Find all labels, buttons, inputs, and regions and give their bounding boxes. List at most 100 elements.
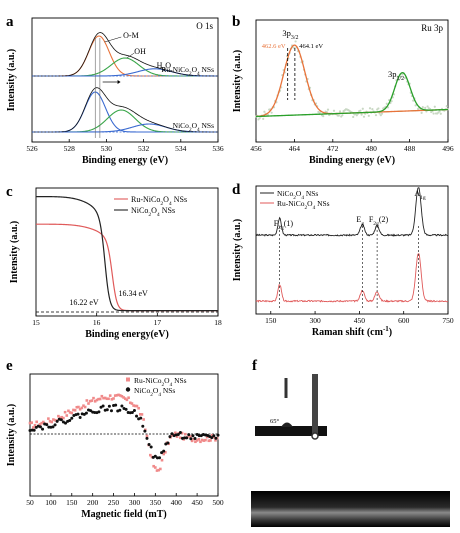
data-point [107,404,111,408]
data-point [47,417,50,420]
legend-swatch [126,377,130,382]
x-tick-label: 16 [93,318,101,327]
data-point [139,416,143,420]
data-point [170,432,174,436]
legend-label: NiCo2O4 NSs [131,206,175,218]
panel-c-xlabel: Binding energy(eV) [85,329,169,340]
data-point [145,434,149,438]
panel-letter-d: d [232,182,241,198]
data-point [97,410,101,414]
data-point [159,467,162,471]
panel-b-ylabel: Intensity (a.u.) [232,50,243,113]
data-point [112,397,115,400]
data-point [109,409,113,413]
data-point [92,396,95,400]
panel-e-xlabel: Magnetic field (mT) [81,509,167,520]
panel-c-ylabel: Intensity (a.u.) [9,221,20,284]
data-point [195,439,199,442]
envelope-line [32,32,218,77]
x-tick-label: 472 [327,144,339,153]
x-tick-label: 456 [250,144,262,153]
panel-d-ylabel: Intensity (a.u.) [232,219,243,282]
data-point [205,435,209,439]
data-point [266,113,270,116]
data-point [160,458,164,462]
data-point [38,423,42,426]
x-tick-label: 15 [32,318,40,327]
data-point [55,419,59,423]
x-tick-label: 250 [108,498,120,507]
data-point [174,431,177,435]
data-point [90,399,94,402]
data-point [162,449,166,453]
data-point [209,439,212,442]
data-point [191,434,195,438]
data-point [337,114,340,117]
x-tick-label: 18 [214,318,222,327]
data-point [189,435,192,438]
data-point [142,418,145,421]
x-tick-label: 488 [404,144,416,153]
data-point [190,439,194,443]
rod [312,374,318,434]
series-label: NiCo2O4 NSs [173,121,214,133]
data-point [73,408,77,412]
data-point [124,407,128,411]
data-point [262,117,265,120]
data-point [30,421,33,424]
data-point [368,107,372,110]
data-point [122,396,125,399]
data-point [88,399,92,403]
data-point [263,110,266,113]
data-point [420,111,423,114]
panel-c-frame [35,187,219,317]
peak-label: A1g [414,189,426,201]
data-point [40,421,43,425]
data-point [202,439,206,442]
data-point [98,397,102,401]
data-point [199,440,202,444]
data-point [128,401,132,405]
x-tick-label: 534 [175,144,187,153]
data-point [53,418,57,422]
data-point [83,405,87,409]
data-point [107,397,110,401]
data-point [216,433,220,437]
x-tick-label: 536 [212,144,224,153]
data-point [155,469,159,472]
data-point [114,403,118,407]
data-point [102,396,105,400]
x-tick-label: 480 [366,144,378,153]
data-point [118,408,122,412]
data-point [135,414,139,418]
data-point [189,437,193,441]
data-point [143,429,147,433]
data-point [100,394,104,398]
data-point [164,450,167,454]
data-point [77,405,80,409]
data-point [137,406,140,410]
legend-label: Ru-NiCo2O4 NSs [131,195,187,207]
value-label: 464.1 eV [299,43,323,50]
data-point [52,418,55,421]
x-tick-label: 750 [442,316,454,325]
data-point [68,418,72,422]
data-point [30,428,34,432]
data-point [82,404,85,407]
value-label: 16.22 eV [69,298,99,307]
data-point [433,105,436,108]
x-tick-label: 496 [442,144,454,153]
x-tick-label: 17 [154,318,162,327]
data-point [426,105,429,108]
data-point [176,433,180,437]
legend-label: Ru-NiCo2O4 NSs [134,376,187,388]
data-point [361,107,364,110]
data-point [197,437,201,441]
data-point [138,413,142,416]
data-point [58,416,62,420]
x-tick-label: 450 [191,498,203,507]
data-point [153,454,157,458]
x-tick-label: 532 [138,144,150,153]
data-point [187,434,191,438]
data-point [355,114,358,117]
